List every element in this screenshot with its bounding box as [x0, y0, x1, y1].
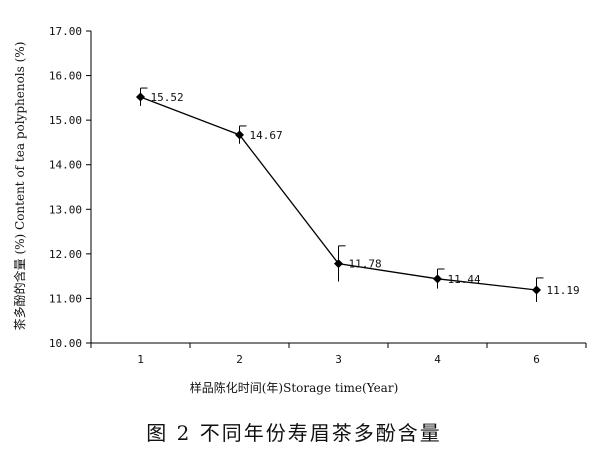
x-tick-label: 3 — [335, 353, 342, 366]
plot-area: 10.00 11.00 12.00 13.00 14.00 15.00 16.00 17.00… — [49, 25, 587, 366]
data-label: 14.67 — [250, 129, 283, 142]
data-label: 11.78 — [349, 258, 382, 271]
y-tick-label: 11.00 — [49, 292, 82, 305]
y-tick-label: 17.00 — [49, 25, 82, 38]
y-tick-label: 15.00 — [49, 114, 82, 127]
y-tick-label: 12.00 — [49, 248, 82, 261]
x-tick-label: 1 — [137, 353, 144, 366]
data-point — [235, 130, 244, 140]
x-tick-label: 2 — [236, 353, 243, 366]
data-point — [334, 259, 343, 269]
data-point — [532, 285, 541, 295]
data-label: 15.52 — [151, 91, 184, 104]
x-tick-label: 4 — [434, 353, 441, 366]
data-point — [433, 274, 442, 284]
y-tick-label: 13.00 — [49, 203, 82, 216]
y-axis-title: 茶多酚的含量 (%) Content of tea polyphenols (%… — [12, 42, 27, 331]
y-tick-label: 14.00 — [49, 159, 82, 172]
x-axis-title: 样品陈化时间(年)Storage time(Year) — [190, 380, 399, 395]
data-label: 11.44 — [448, 273, 481, 286]
data-point — [136, 92, 145, 102]
data-label: 11.19 — [547, 284, 580, 297]
x-tick-label: 6 — [533, 353, 540, 366]
y-tick-label: 16.00 — [49, 70, 82, 83]
figure-caption: 图 2 不同年份寿眉茶多酚含量 — [146, 421, 441, 445]
y-tick-label: 10.00 — [49, 337, 82, 350]
